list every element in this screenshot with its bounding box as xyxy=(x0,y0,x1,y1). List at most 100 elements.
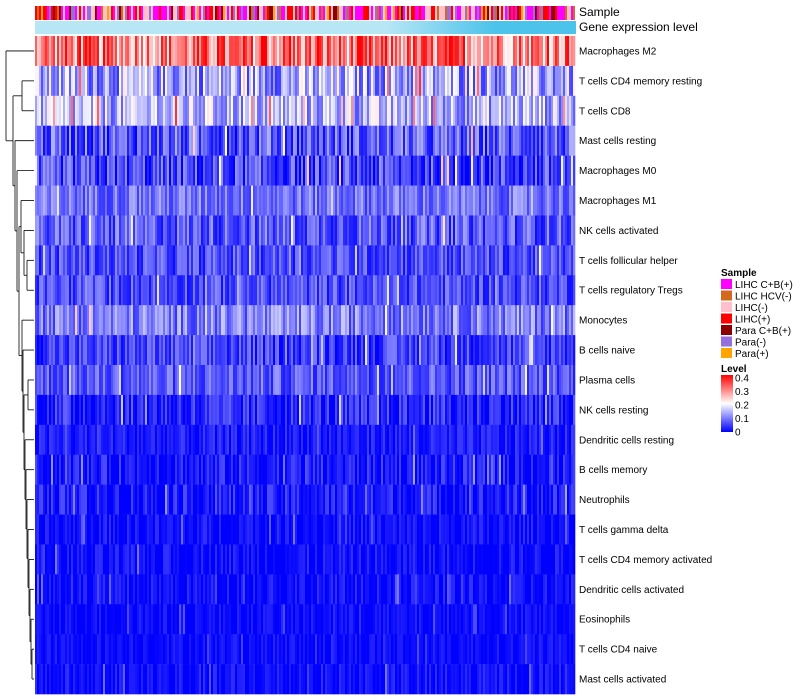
heatmap-cell xyxy=(331,394,334,426)
heatmap-cell xyxy=(361,155,364,186)
heatmap-cell xyxy=(543,185,546,216)
heatmap-cell xyxy=(67,484,70,515)
heatmap-cell xyxy=(131,245,134,276)
heatmap-cell xyxy=(103,335,106,366)
heatmap-cell xyxy=(213,36,216,67)
heatmap-cell xyxy=(521,185,524,216)
heatmap-cell xyxy=(489,125,492,156)
heatmap-cell xyxy=(429,365,432,396)
heatmap-cell xyxy=(439,275,442,306)
heatmap-cell xyxy=(563,95,566,127)
heatmap-cell xyxy=(523,65,526,97)
sample-annotation-cell xyxy=(145,6,147,20)
heatmap-cell xyxy=(475,514,478,545)
heatmap-cell xyxy=(489,335,492,366)
heatmap-cell xyxy=(93,65,96,97)
heatmap-cell xyxy=(241,275,244,306)
heatmap-cell xyxy=(455,155,458,186)
heatmap-cell xyxy=(311,275,314,306)
heatmap-cell xyxy=(491,36,494,67)
heatmap-cell xyxy=(369,36,372,67)
heatmap-cell xyxy=(191,215,194,246)
heatmap-cell xyxy=(317,424,320,456)
heatmap-cell xyxy=(243,215,246,246)
heatmap-cell xyxy=(105,245,108,276)
heatmap-cell xyxy=(231,155,234,186)
heatmap-cell xyxy=(569,424,572,456)
sample-annotation-cell xyxy=(155,6,157,20)
heatmap-cell xyxy=(95,335,98,366)
heatmap-cell xyxy=(83,215,86,246)
heatmap-cell xyxy=(333,514,336,545)
sample-annotation-cell xyxy=(345,6,347,20)
heatmap-cell xyxy=(255,125,258,156)
heatmap-cell xyxy=(513,155,516,186)
heatmap-cell xyxy=(105,95,108,127)
heatmap-cell xyxy=(269,95,272,127)
heatmap-cell xyxy=(331,514,334,545)
heatmap-cell xyxy=(353,245,356,276)
sample-annotation-cell xyxy=(321,6,323,20)
heatmap-cell xyxy=(391,185,394,216)
heatmap-cell xyxy=(299,305,302,336)
heatmap-cell xyxy=(73,245,76,276)
heatmap-cell xyxy=(209,484,212,515)
heatmap-cell xyxy=(99,484,102,515)
heatmap-cell xyxy=(523,275,526,306)
heatmap-cell xyxy=(229,514,232,545)
heatmap-cell xyxy=(287,514,290,545)
heatmap-cell xyxy=(467,394,470,426)
heatmap-cell xyxy=(265,335,268,366)
heatmap-cell xyxy=(571,484,574,515)
heatmap-cell xyxy=(419,514,422,545)
heatmap-cell xyxy=(293,484,296,515)
heatmap-cell xyxy=(403,365,406,396)
heatmap-cell xyxy=(533,215,536,246)
heatmap-cell xyxy=(311,36,314,67)
heatmap-cell xyxy=(163,365,166,396)
heatmap-cell xyxy=(131,275,134,306)
heatmap-cell xyxy=(169,275,172,306)
heatmap-cell xyxy=(425,95,428,127)
heatmap-cell xyxy=(193,424,196,456)
heatmap-cell xyxy=(179,245,182,276)
heatmap-cell xyxy=(549,365,552,396)
heatmap-cell xyxy=(463,65,466,97)
heatmap-cell xyxy=(453,514,456,545)
sample-annotation-cell xyxy=(355,6,357,20)
heatmap-cell xyxy=(459,335,462,366)
heatmap-cell xyxy=(257,514,260,545)
heatmap-cell xyxy=(171,394,174,426)
heatmap-cell xyxy=(545,185,548,216)
heatmap-cell xyxy=(205,484,208,515)
heatmap-cell xyxy=(401,245,404,276)
heatmap-cell xyxy=(377,245,380,276)
heatmap-cell xyxy=(537,95,540,127)
heatmap-cell xyxy=(151,36,154,67)
heatmap-cell xyxy=(193,484,196,515)
heatmap-cell xyxy=(465,394,468,426)
heatmap-cell xyxy=(89,454,92,485)
heatmap-cell xyxy=(97,125,100,156)
heatmap-cell xyxy=(227,365,230,396)
heatmap-cell xyxy=(279,454,282,485)
heatmap-cell xyxy=(47,65,50,97)
heatmap-cell xyxy=(75,95,78,127)
heatmap-cell xyxy=(443,454,446,485)
heatmap-cell xyxy=(103,394,106,426)
heatmap-cell xyxy=(431,335,434,366)
heatmap-cell xyxy=(413,484,416,515)
heatmap-cell xyxy=(231,424,234,456)
heatmap-cell xyxy=(345,185,348,216)
heatmap-cell xyxy=(411,275,414,306)
heatmap-cell xyxy=(561,305,564,336)
heatmap-cell xyxy=(253,155,256,186)
heatmap-cell xyxy=(395,275,398,306)
heatmap-cell xyxy=(493,305,496,336)
heatmap-cell xyxy=(233,394,236,426)
heatmap-cell xyxy=(473,155,476,186)
heatmap-cell xyxy=(541,305,544,336)
heatmap-cell xyxy=(161,125,164,156)
heatmap-cell xyxy=(469,36,472,67)
heatmap-cell xyxy=(513,514,516,545)
